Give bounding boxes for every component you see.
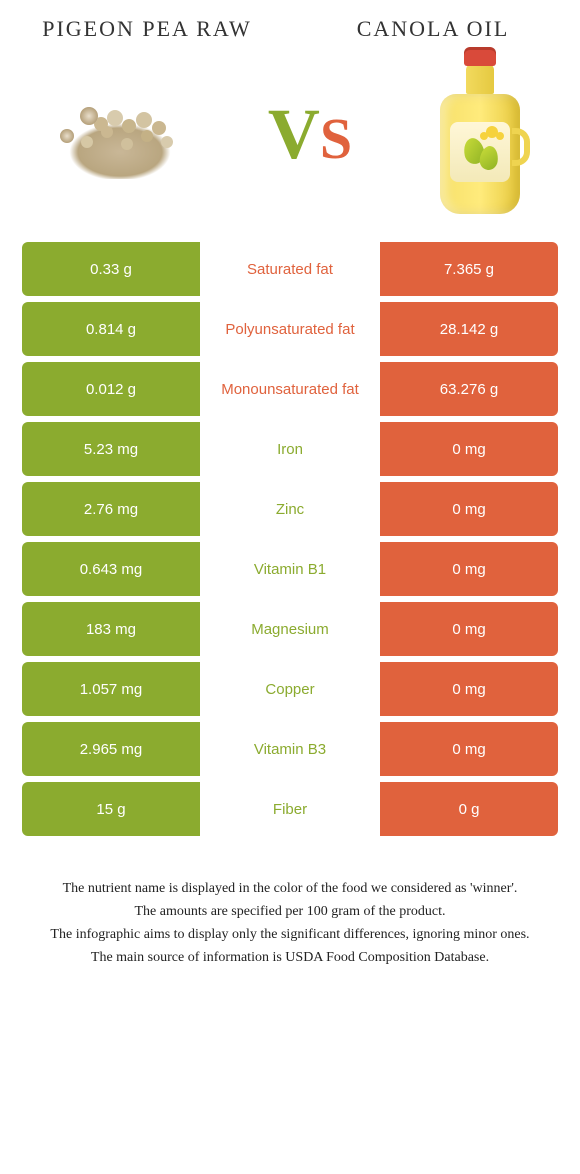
infographic-root: Pigeon pea raw Canola oil V S 0.33 gSatu… [0,0,580,998]
nutrient-name: Vitamin B1 [200,542,380,596]
pigeon-pea-icon [40,89,200,179]
nutrient-name: Saturated fat [200,242,380,296]
left-value: 2.76 mg [22,482,200,536]
left-food-title: Pigeon pea raw [30,16,264,42]
right-value: 0 mg [380,602,558,656]
left-value: 5.23 mg [22,422,200,476]
left-value: 0.814 g [22,302,200,356]
nutrient-row: 0.33 gSaturated fat7.365 g [22,242,558,296]
nutrient-name: Iron [200,422,380,476]
left-value: 1.057 mg [22,662,200,716]
nutrient-name: Monounsaturated fat [200,362,380,416]
nutrient-name: Zinc [200,482,380,536]
footer-line: The nutrient name is displayed in the co… [28,878,552,899]
left-value: 0.012 g [22,362,200,416]
left-value: 2.965 mg [22,722,200,776]
nutrient-rows: 0.33 gSaturated fat7.365 g 0.814 gPolyuns… [0,242,580,836]
right-value: 7.365 g [380,242,558,296]
right-value: 0 g [380,782,558,836]
right-value: 0 mg [380,662,558,716]
nutrient-row: 0.814 gPolyunsaturated fat28.142 g [22,302,558,356]
left-value: 15 g [22,782,200,836]
nutrient-row: 1.057 mgCopper0 mg [22,662,558,716]
left-value: 0.643 mg [22,542,200,596]
bottle-handle [512,128,530,166]
vs-letter-s: S [320,105,352,172]
vs-letter-v: V [268,93,320,176]
nutrient-row: 2.76 mgZinc0 mg [22,482,558,536]
right-value: 28.142 g [380,302,558,356]
nutrient-row: 15 gFiber0 g [22,782,558,836]
right-value: 0 mg [380,542,558,596]
nutrient-name: Magnesium [200,602,380,656]
right-value: 0 mg [380,482,558,536]
footer-line: The main source of information is USDA F… [28,947,552,968]
right-value: 63.276 g [380,362,558,416]
nutrient-name: Copper [200,662,380,716]
left-value: 183 mg [22,602,200,656]
left-value: 0.33 g [22,242,200,296]
nutrient-row: 2.965 mgVitamin B30 mg [22,722,558,776]
nutrient-row: 0.012 gMonounsaturated fat63.276 g [22,362,558,416]
hero-row: V S [0,42,580,242]
nutrient-row: 0.643 mgVitamin B10 mg [22,542,558,596]
nutrient-name: Vitamin B3 [200,722,380,776]
nutrient-row: 5.23 mgIron0 mg [22,422,558,476]
right-value: 0 mg [380,422,558,476]
right-food-title: Canola oil [316,16,550,42]
nutrient-name: Fiber [200,782,380,836]
flower-icon [486,126,498,138]
nutrient-name: Polyunsaturated fat [200,302,380,356]
bottle-label [450,122,510,182]
bottle-body [440,94,520,214]
canola-oil-icon [420,54,540,214]
vs-badge: V S [268,93,352,176]
nutrient-row: 183 mgMagnesium0 mg [22,602,558,656]
footer-line: The amounts are specified per 100 gram o… [28,901,552,922]
footer-line: The infographic aims to display only the… [28,924,552,945]
right-value: 0 mg [380,722,558,776]
footer-notes: The nutrient name is displayed in the co… [0,842,580,998]
titles-row: Pigeon pea raw Canola oil [0,0,580,42]
